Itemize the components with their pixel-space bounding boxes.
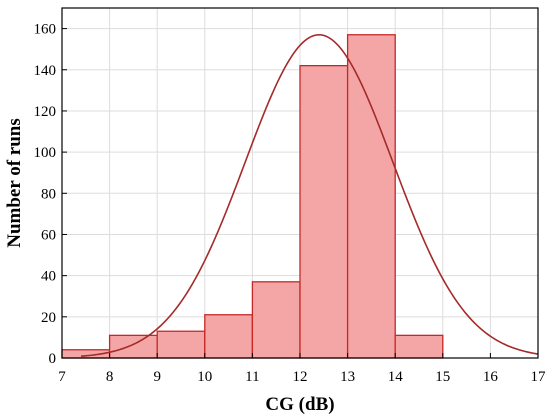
y-tick-label: 80 [41,186,56,202]
histogram-bar [156,330,206,359]
y-tick-label: 40 [41,269,56,285]
histogram-bar [394,334,444,359]
y-tick-label: 0 [49,351,57,367]
histogram-bar [299,64,349,359]
y-tick-label: 60 [41,227,56,243]
y-axis-label: Number of runs [4,118,25,248]
y-tick-label: 100 [34,145,57,161]
x-tick-label: 16 [483,369,499,385]
y-tick-label: 160 [34,22,57,38]
x-tick-label: 7 [58,369,66,385]
y-tick-label: 140 [34,63,57,79]
x-tick-label: 12 [293,369,308,385]
x-tick-label: 9 [153,369,161,385]
x-tick-label: 10 [197,369,212,385]
x-tick-label: 11 [245,369,259,385]
histogram-bar [108,334,158,359]
histogram-bar [346,34,396,359]
x-tick-label: 17 [531,369,547,385]
x-tick-label: 8 [106,369,114,385]
x-axis-ticks: 7 8 9 10 11 12 13 14 15 16 17 [58,353,546,385]
bars [61,34,444,359]
y-axis-ticks: 0 20 40 60 80 100 120 140 160 [34,22,67,367]
x-axis-label: CG (dB) [265,394,334,415]
x-tick-label: 15 [435,369,450,385]
y-tick-label: 20 [41,310,56,326]
normal-fit-curve [80,33,539,358]
histogram-bar [204,314,254,359]
x-tick-label: 14 [388,369,404,385]
y-tick-label: 120 [34,104,57,120]
x-tick-label: 13 [340,369,355,385]
histogram-bar [251,281,301,359]
